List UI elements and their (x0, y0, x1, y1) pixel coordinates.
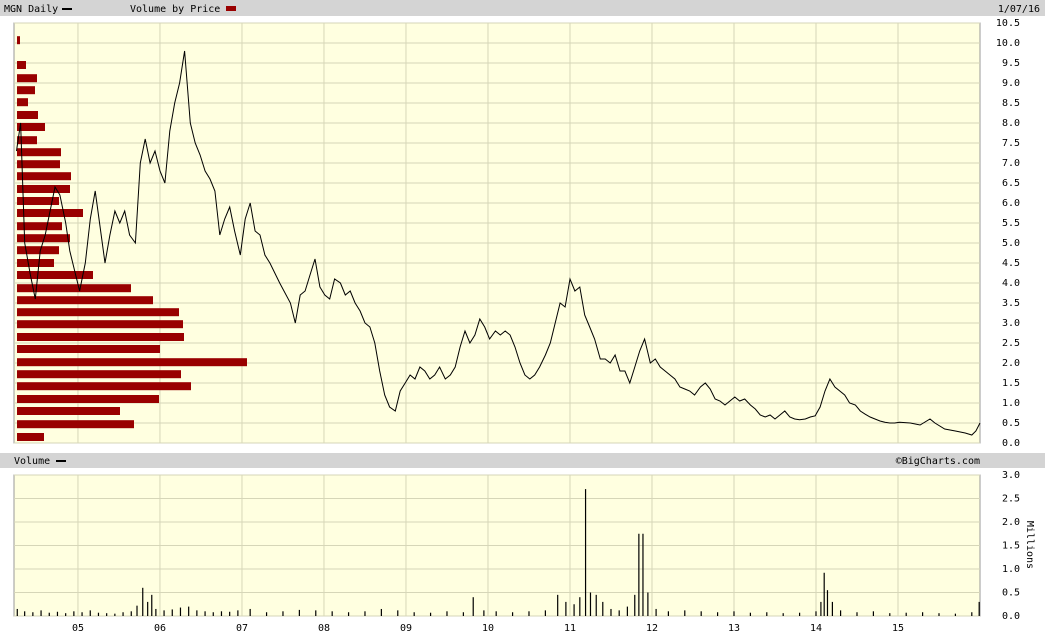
volume-by-price-bar (17, 222, 62, 231)
y-tick-label: 2.0 (1002, 517, 1020, 528)
y-tick-label: 0.5 (1002, 588, 1020, 599)
volume-by-price-bar (17, 111, 38, 119)
x-tick-label: 06 (154, 623, 166, 634)
y-tick-label: 9.0 (1002, 78, 1020, 89)
date-label: 1/07/16 (998, 4, 1040, 15)
price-plot (13, 22, 981, 444)
y-tick-label: 1.0 (1002, 398, 1020, 409)
volume-by-price-bar (17, 98, 28, 107)
volume-by-price-bar (17, 160, 60, 169)
y-tick-label: 0.0 (1002, 438, 1020, 449)
volume-by-price-bar (17, 370, 181, 379)
volume-by-price-bar (17, 197, 59, 205)
x-tick-label: 05 (72, 623, 84, 634)
volume-by-price-bar (17, 172, 71, 181)
x-tick-label: 09 (400, 623, 412, 634)
legend-label: Volume (14, 456, 50, 467)
volume-by-price-bar (17, 123, 45, 131)
volume-by-price-bar (17, 271, 93, 279)
y-tick-label: 2.5 (1002, 494, 1020, 505)
y-axis-label: Millions (1024, 521, 1035, 569)
volume-by-price-bar (17, 36, 20, 45)
x-tick-label: 10 (482, 623, 494, 634)
y-tick-label: 8.0 (1002, 118, 1020, 129)
y-tick-label: 4.5 (1002, 258, 1020, 269)
y-tick-label: 0.0 (1002, 611, 1020, 622)
header-bar (0, 453, 1045, 468)
volume-by-price-bar (17, 296, 153, 305)
volume-by-price-bar (17, 185, 70, 193)
volume-by-price-bar (17, 320, 183, 329)
volume-by-price-bar (17, 433, 44, 441)
volume-by-price-bar (17, 420, 134, 429)
y-tick-label: 7.5 (1002, 138, 1020, 149)
y-tick-label: 7.0 (1002, 158, 1020, 169)
volume-by-price-bar (17, 74, 37, 83)
volume-by-price-bar (17, 407, 120, 415)
volume-by-price-bar (17, 148, 61, 157)
y-tick-label: 3.0 (1002, 318, 1020, 329)
y-tick-label: 6.5 (1002, 178, 1020, 189)
volume-by-price-bar (17, 246, 59, 255)
volume-by-price-bar (17, 284, 131, 293)
y-tick-label: 8.5 (1002, 98, 1020, 109)
legend-label: MGN Daily (4, 4, 58, 15)
volume-by-price-bar (17, 234, 70, 243)
y-tick-label: 10.5 (996, 18, 1020, 29)
volume-by-price-bar (17, 308, 179, 317)
y-tick-label: 5.0 (1002, 238, 1020, 249)
y-tick-label: 3.0 (1002, 470, 1020, 481)
x-tick-label: 11 (564, 623, 576, 634)
header-bar (0, 0, 1045, 16)
volume-by-price-bar (17, 395, 159, 403)
x-tick-label: 13 (728, 623, 740, 634)
legend-label: Volume by Price (130, 4, 220, 15)
y-tick-label: 9.5 (1002, 58, 1020, 69)
x-tick-label: 15 (892, 623, 904, 634)
y-tick-label: 2.5 (1002, 338, 1020, 349)
y-tick-label: 1.0 (1002, 564, 1020, 575)
y-tick-label: 10.0 (996, 38, 1020, 49)
y-tick-label: 0.5 (1002, 418, 1020, 429)
y-tick-label: 6.0 (1002, 198, 1020, 209)
volume-by-price-bar (17, 136, 37, 145)
x-tick-label: 12 (646, 623, 658, 634)
volume-by-price-bar (17, 333, 184, 341)
volume-by-price-bar (17, 358, 247, 367)
volume-by-price-bar (17, 61, 26, 69)
y-tick-label: 4.0 (1002, 278, 1020, 289)
source-label: ©BigCharts.com (896, 456, 980, 467)
volume-by-price-bar (17, 86, 35, 95)
price-line (16, 50, 981, 436)
volume-by-price-bar (17, 259, 54, 267)
y-tick-label: 1.5 (1002, 541, 1020, 552)
x-tick-label: 08 (318, 623, 330, 634)
y-tick-label: 2.0 (1002, 358, 1020, 369)
volume-by-price-bar (17, 382, 191, 391)
y-tick-label: 5.5 (1002, 218, 1020, 229)
y-tick-label: 3.5 (1002, 298, 1020, 309)
x-tick-label: 07 (236, 623, 248, 634)
legend-swatch (226, 6, 236, 11)
y-tick-label: 1.5 (1002, 378, 1020, 389)
x-tick-label: 14 (810, 623, 822, 634)
volume-by-price-bar (17, 345, 160, 353)
